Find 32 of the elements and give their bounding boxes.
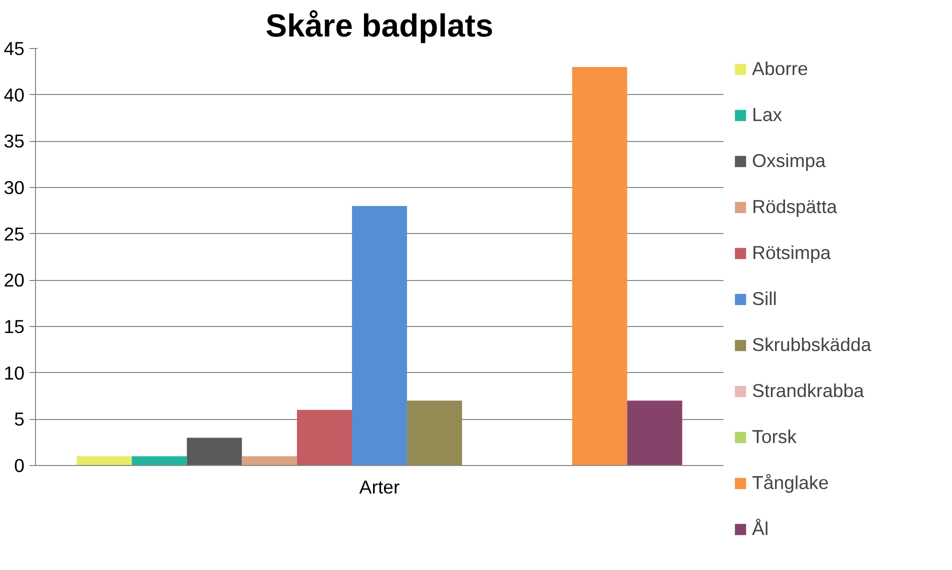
legend-label: Rötsimpa bbox=[752, 242, 831, 264]
x-tick-label: Arter bbox=[359, 476, 400, 498]
y-tick-label: 15 bbox=[4, 316, 25, 337]
legend-label: Tånglake bbox=[752, 472, 829, 494]
legend-label: Oxsimpa bbox=[752, 150, 826, 172]
legend-label: Ål bbox=[752, 518, 770, 540]
bar bbox=[352, 206, 408, 466]
bar bbox=[76, 456, 132, 466]
y-tick-label: 30 bbox=[4, 177, 25, 198]
y-tick-label: 20 bbox=[4, 270, 25, 291]
y-tick-label: 5 bbox=[14, 408, 25, 430]
legend-label: Torsk bbox=[752, 426, 797, 448]
y-tick-label: 35 bbox=[4, 130, 25, 152]
legend-label: Skrubbskädda bbox=[752, 334, 872, 356]
bar bbox=[627, 400, 682, 466]
y-tick-label: 45 bbox=[4, 38, 25, 59]
legend-label: Strandkrabba bbox=[752, 380, 864, 402]
bar bbox=[296, 410, 352, 466]
bar bbox=[242, 456, 297, 466]
legend-label: Lax bbox=[752, 104, 782, 126]
y-tick-label: 40 bbox=[4, 84, 25, 106]
legend-label: Aborre bbox=[752, 58, 808, 80]
y-tick-label: 0 bbox=[14, 455, 25, 476]
bar bbox=[572, 67, 628, 466]
bar bbox=[407, 400, 462, 466]
legend-label: Rödspätta bbox=[752, 196, 838, 218]
y-tick-label: 10 bbox=[4, 362, 25, 384]
legend-label: Sill bbox=[752, 288, 777, 310]
bar bbox=[132, 456, 187, 466]
y-tick-label: 25 bbox=[4, 223, 25, 244]
chart-title: Skåre badplats bbox=[266, 8, 494, 44]
bar bbox=[186, 438, 242, 466]
